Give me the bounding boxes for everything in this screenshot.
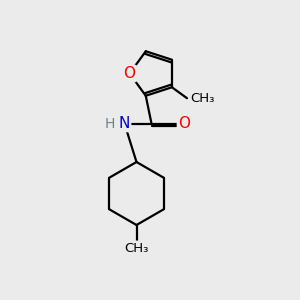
Text: CH₃: CH₃ (190, 92, 215, 105)
Text: H: H (104, 117, 115, 130)
Text: CH₃: CH₃ (124, 242, 149, 255)
Text: N: N (119, 116, 130, 131)
Text: O: O (178, 116, 190, 131)
Text: O: O (124, 66, 136, 81)
